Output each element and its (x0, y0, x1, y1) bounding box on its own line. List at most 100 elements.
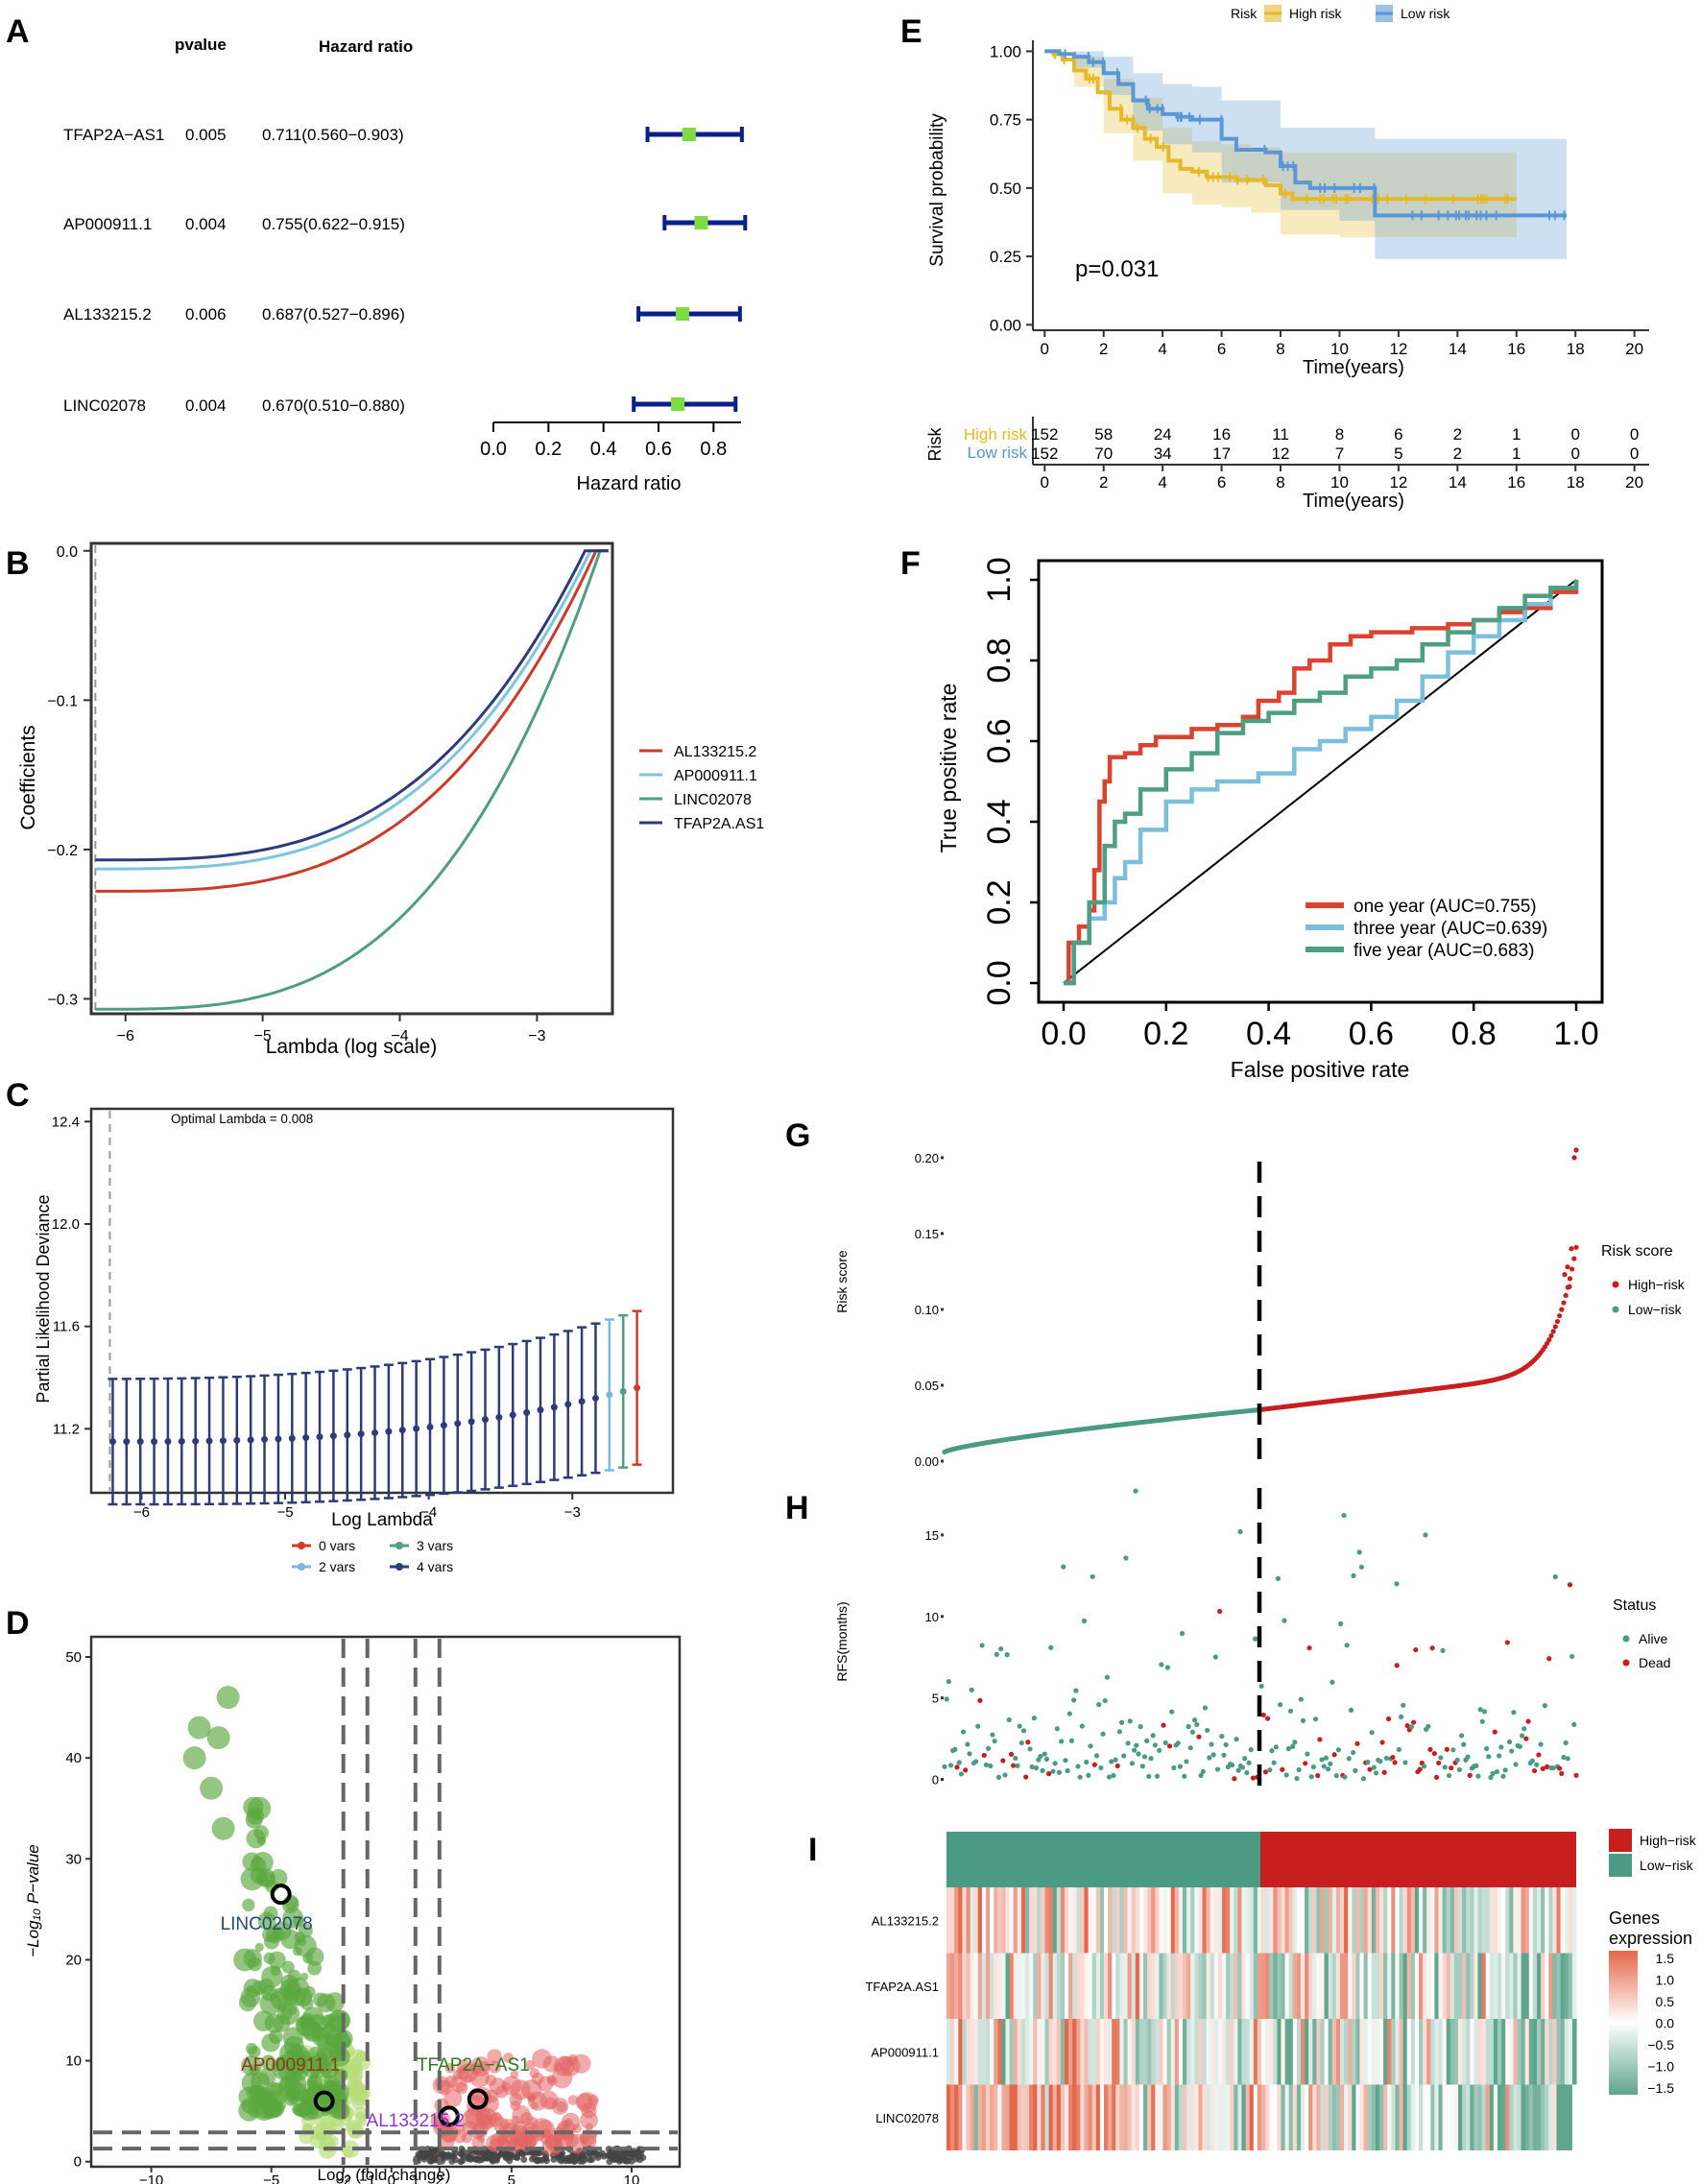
roc-x-tick-label: 0.6 (1349, 1016, 1394, 1052)
heatmap-cell (1029, 1887, 1034, 1954)
risk-table-x-tick-label: 18 (1567, 473, 1585, 492)
heatmap-cell (1170, 2019, 1176, 2085)
heatmap-cell (1174, 2019, 1180, 2085)
roc-curve (1064, 580, 1579, 986)
cv-point (606, 1391, 613, 1399)
heatmap-cell (1178, 2084, 1184, 2150)
roc-curve (1064, 580, 1579, 986)
km-x-tick-label: 10 (1330, 340, 1349, 358)
status-point (1237, 1528, 1243, 1535)
heatmap-cell (1065, 2084, 1069, 2150)
heatmap-cell (1367, 2019, 1373, 2085)
volcano-highlight-ring (467, 2088, 489, 2110)
status-point (1367, 1766, 1373, 1772)
heatmap-cell (1301, 1953, 1306, 2019)
status-point (1454, 1757, 1460, 1763)
heatmap-cell (1183, 2084, 1187, 2150)
heatmap-cell (1099, 2084, 1105, 2150)
heatmap-cell (1521, 1887, 1526, 1954)
heatmap-cell (1112, 1953, 1116, 2019)
heatmap-cell (1277, 1887, 1282, 1954)
heatmap-cell (1230, 1887, 1234, 1954)
cv-legend-label: 0 vars (319, 1538, 355, 1553)
heatmap-cell (981, 1953, 987, 2019)
status-point (1351, 1749, 1356, 1756)
status-point (1235, 1767, 1241, 1773)
heatmap-cell (1296, 2084, 1302, 2150)
status-point (1221, 1752, 1227, 1758)
heatmap-group-label: Low−risk (1640, 1858, 1694, 1873)
volcano-x-tick-label: 1 (412, 2172, 419, 2184)
heatmap-cell (1528, 2084, 1534, 2150)
status-point (1275, 1575, 1282, 1581)
lasso-legend-label: AP000911.1 (674, 768, 757, 784)
volcano-point-up (579, 2132, 590, 2145)
volcano-point-up (501, 2081, 511, 2092)
heatmap-cell (1406, 1953, 1412, 2019)
status-legend-label: Dead (1639, 1655, 1670, 1670)
heatmap-cell (1371, 1887, 1377, 1954)
status-point (1303, 1761, 1308, 1766)
heatmap-cell (1131, 1887, 1137, 1954)
risk-table-title: Risk (925, 427, 945, 462)
heatmap-cell (1033, 2019, 1038, 2085)
volcano-point-down (242, 1898, 255, 1912)
cv-point (495, 1413, 503, 1421)
heatmap-cell (1383, 1887, 1388, 1954)
heatmap-cell (1080, 2084, 1086, 2150)
heatmap-cell (970, 1953, 975, 2019)
heatmap-cell (1513, 1887, 1519, 1954)
risk-score-legend: High−risk Low−risk (1612, 1277, 1686, 1317)
heatmap-cell (1477, 1953, 1483, 2019)
heatmap-cell (1222, 1887, 1227, 1954)
cv-point (454, 1420, 462, 1428)
heatmap-cell (1391, 1953, 1396, 2019)
cv-point (302, 1433, 310, 1441)
risk-table-cell: 2 (1453, 425, 1462, 444)
heatmap-cell (1065, 2019, 1069, 2085)
heatmap-cell (1497, 2019, 1502, 2085)
heatmap-cell (1281, 1887, 1286, 1954)
heatmap-cell (1414, 1953, 1420, 2019)
heatmap-cell (1320, 2019, 1326, 2085)
volcano-point-ns (536, 2156, 543, 2164)
status-point (1186, 1723, 1191, 1730)
heatmap-cell (997, 1953, 1002, 2019)
volcano-point-down (270, 1965, 281, 1977)
heatmap-cell (1485, 2084, 1491, 2150)
status-point (1000, 1758, 1006, 1764)
heatmap-cell (1348, 2084, 1353, 2150)
heatmap-cell (1020, 2019, 1026, 2085)
cv-point (564, 1401, 572, 1408)
heatmap-cell (1316, 1953, 1322, 2019)
heatmap-cell (1013, 1887, 1018, 1954)
heatmap-cell (1245, 1887, 1251, 1954)
risk-table-cell: 0 (1570, 444, 1579, 463)
status-point (1511, 1710, 1517, 1716)
status-point (1123, 1555, 1129, 1561)
status-point (1267, 1767, 1273, 1773)
heatmap-cell (1273, 1887, 1278, 1954)
heatmap-cell (977, 2084, 983, 2150)
volcano-point-ns (588, 2155, 596, 2163)
volcano-point-up (572, 2124, 582, 2134)
status-point (1210, 1752, 1216, 1758)
status-point (1315, 1772, 1321, 1779)
heatmap-cell (1183, 1887, 1187, 1954)
forest-pvalue: 0.005 (185, 126, 227, 144)
heatmap-cell (1147, 1953, 1152, 2019)
heatmap-cell (1296, 2019, 1302, 2085)
roc-x-tick-label: 0.2 (1143, 1016, 1188, 1052)
status-point (1287, 1708, 1294, 1714)
colorbar-title: expression (1609, 1929, 1692, 1948)
volcano-gene-label: TFAP2A−AS1 (417, 2055, 530, 2076)
status-point (952, 1746, 958, 1752)
volcano-highlight-ring (313, 2090, 335, 2112)
status-point (1093, 1753, 1100, 1759)
status-point (1561, 1754, 1567, 1761)
panel-letters: A B C D E F G H I (6, 13, 922, 1868)
panel-i-heatmap: AL133215.2TFAP2A.AS1AP000911.1LINC02078 … (865, 1829, 1697, 2150)
volcano-point-down (281, 1896, 299, 1914)
heatmap-cell (1033, 1953, 1038, 2019)
status-point (1025, 1740, 1031, 1745)
